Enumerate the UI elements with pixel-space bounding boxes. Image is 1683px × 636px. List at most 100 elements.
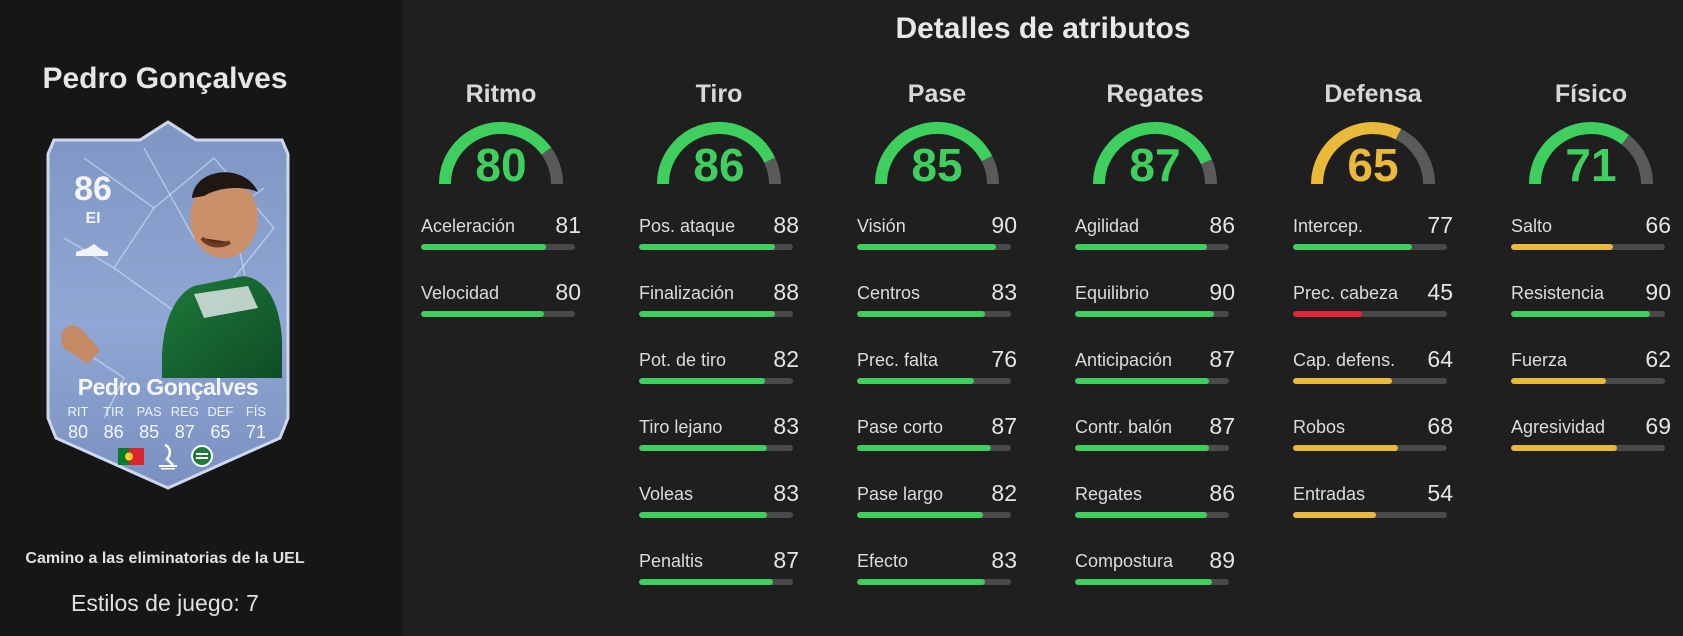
category-title: Tiro [695,80,743,108]
card-player-name: Pedro Gonçalves [77,374,259,400]
attribute-row: Pase largo 82 [857,476,1017,543]
attribute-value: 90 [1209,279,1235,305]
attribute-bar [1511,378,1665,384]
portugal-flag-icon [118,448,144,465]
gauge-track [1621,135,1653,185]
attribute-bar-fill [1293,244,1412,250]
card-stat-label: PAS [136,404,162,419]
attribute-bar-fill [1511,311,1650,317]
gauge-fill [439,122,552,185]
gauge-fill [875,122,993,185]
category-title: Defensa [1324,80,1422,108]
attribute-label: Finalización [639,283,735,303]
attribute-value: 89 [1209,547,1235,573]
attribute-bar [639,445,793,451]
card-overall-rating: 86 [74,170,112,208]
card-background [46,120,290,490]
attribute-bar-fill [1511,445,1618,451]
card-stat-value: 86 [103,422,124,442]
attribute-value: 88 [773,212,799,238]
player-name: Pedro Gonçalves [42,62,288,95]
gauge-fill [1311,122,1402,185]
player-card[interactable]: 86 EI Pedro Gonçalves RIT TIR PAS REG DE… [44,118,292,490]
category-rating: 85 [911,139,963,191]
attribute-value: 66 [1645,212,1671,238]
attribute-bar-fill [1293,512,1377,518]
attribute-bar [639,311,793,317]
attribute-bar-fill [1075,311,1214,317]
attribute-bar [1293,445,1447,451]
attribute-bar-fill [1293,445,1398,451]
attribute-label: Agilidad [1075,216,1140,236]
attribute-bar-fill [639,378,766,384]
attribute-label: Pot. de tiro [639,350,727,370]
attribute-bar [1075,579,1229,585]
attribute-bar [1075,445,1229,451]
card-stat-value: 80 [67,422,89,442]
attribute-bar-fill [1075,378,1209,384]
gauge-track [541,147,563,185]
attribute-bar [857,579,1011,585]
card-stat-label: DEF [207,404,234,419]
gauge-arc [1529,122,1653,185]
gauge-fill [1529,122,1629,185]
attribute-bar-fill [639,445,767,451]
attribute-bar-fill [857,445,991,451]
category-column: Regates 87 Agilidad 86 Equilibrio 90 Anticipac… [1075,80,1235,610]
sporting-cp-crest-icon [191,445,213,467]
attribute-label: Penaltis [639,551,704,571]
attribute-bar [857,512,1011,518]
attribute-list: Visión 90 Centros 83 Prec. falta 76 Pase corto… [857,208,1017,610]
attribute-value: 62 [1645,346,1671,372]
attribute-label: Fuerza [1511,350,1568,370]
attribute-label: Agresividad [1511,417,1606,437]
attribute-label: Voleas [639,484,694,504]
card-stat-value: 71 [245,422,266,442]
card-stat-label: TIR [103,404,125,419]
attribute-value: 90 [991,212,1017,238]
category-column: Físico 71 Salto 66 Resistencia 90 Fuerza 62 Agre… [1511,80,1671,476]
card-stat-label: REG [170,404,199,419]
attribute-label: Visión [857,216,906,236]
attribute-value: 82 [773,346,799,372]
attribute-bar-fill [1511,244,1613,250]
attribute-bar-fill [1075,579,1213,585]
gauge-arc [1093,122,1217,185]
attribute-row: Velocidad 80 [421,275,581,342]
attribute-bar [1075,512,1229,518]
attribute-value: 83 [773,413,799,439]
category-title: Ritmo [465,80,537,108]
attribute-bar [421,244,575,250]
attribute-bar [1511,311,1665,317]
category-rating: 65 [1347,139,1399,191]
attribute-bar-fill [1075,512,1208,518]
attribute-row: Aceleración 81 [421,208,581,275]
attribute-value: 86 [1209,212,1235,238]
category-gauge: 87 [1090,116,1220,192]
attribute-value: 76 [991,346,1017,372]
card-stat-label: FÍS [245,404,267,419]
attribute-label: Regates [1075,484,1143,504]
attribute-label: Compostura [1075,551,1174,571]
attribute-label: Robos [1293,417,1346,437]
liga-portugal-icon [159,443,177,470]
attribute-bar [1293,311,1447,317]
attribute-row: Entradas 54 [1293,476,1453,543]
category-column: Ritmo 80 Aceleración 81 Velocidad 80 [421,80,581,342]
attribute-value: 90 [1645,279,1671,305]
attribute-row: Pase corto 87 [857,409,1017,476]
attribute-value: 83 [991,279,1017,305]
attribute-bar [857,244,1011,250]
attribute-bar [857,311,1011,317]
card-position: EI [85,210,101,227]
card-stat-values: 80 86 85 87 65 71 [62,422,272,443]
attribute-label: Equilibrio [1075,283,1150,303]
attribute-row: Tiro lejano 83 [639,409,799,476]
attribute-label: Aceleración [421,216,516,236]
attribute-bar-fill [639,244,775,250]
attribute-row: Voleas 83 [639,476,799,543]
attribute-label: Intercep. [1293,216,1364,236]
attribute-value: 45 [1427,279,1453,305]
attribute-list: Pos. ataque 88 Finalización 88 Pot. de tiro 8… [639,208,799,610]
category-gauge: 80 [436,116,566,192]
